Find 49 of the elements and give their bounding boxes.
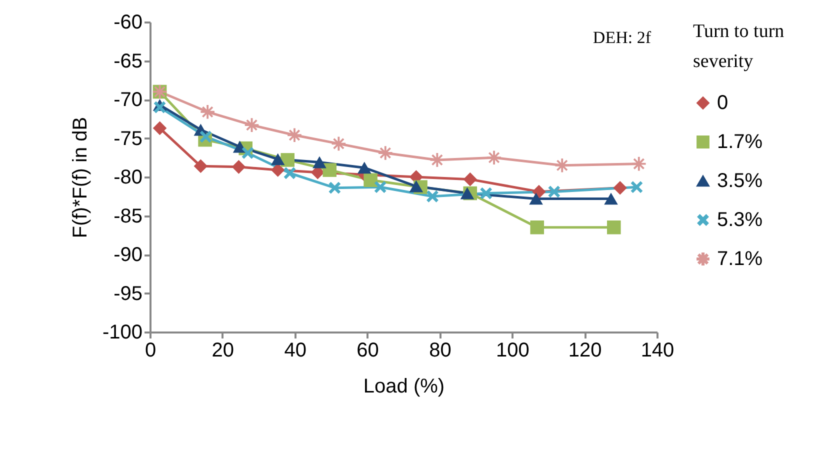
point [357, 162, 372, 174]
point [460, 187, 474, 200]
point [232, 160, 246, 174]
legend-label: 5.3% [717, 209, 763, 231]
point [548, 186, 560, 198]
point [312, 156, 326, 168]
point [194, 159, 208, 174]
y-axis-title: F(f)*F(f) in dB [69, 116, 92, 238]
point [604, 192, 618, 205]
x-tick-label: 0 [144, 340, 156, 362]
x-tick-label: 100 [496, 340, 530, 362]
y-tick-label: -95 [114, 282, 142, 305]
point [529, 192, 543, 205]
y-tick-label: -85 [114, 205, 142, 228]
point [200, 130, 212, 143]
x-tick-label: 40 [284, 340, 306, 362]
y-tick-label: -60 [114, 12, 142, 34]
point [463, 172, 478, 186]
point [280, 153, 295, 167]
y-tick-label: -75 [114, 128, 142, 150]
legend-label: 0 [717, 92, 728, 114]
y-tick-label: -70 [114, 89, 142, 111]
y-tick-label: -100 [102, 322, 142, 344]
point [154, 101, 166, 114]
legend-label: 3.5% [717, 170, 763, 192]
legend-label: 1.7% [717, 131, 763, 153]
point [530, 220, 544, 234]
x-tick-label: 80 [429, 340, 452, 362]
y-tick-label: -90 [114, 244, 142, 266]
legend-title: Turn to turn severity [693, 21, 785, 72]
x-tick-label: 140 [640, 340, 674, 362]
x-axis-title: Load (%) [363, 376, 445, 398]
y-tick-label: -80 [114, 166, 142, 188]
point [270, 153, 285, 166]
x-tick-label: 120 [568, 340, 602, 362]
point [152, 121, 167, 136]
point [613, 180, 627, 195]
point [607, 220, 621, 234]
point [322, 163, 337, 177]
point [532, 184, 546, 199]
x-tick-label: 20 [212, 340, 234, 362]
point [374, 181, 386, 194]
point [270, 163, 285, 177]
legend-label: 7.1% [717, 248, 763, 270]
point [409, 180, 424, 192]
point [364, 173, 378, 187]
annotation: DEH: 2f [592, 28, 652, 47]
x-tick-label: 60 [356, 340, 379, 362]
y-tick-label: -65 [114, 50, 142, 72]
